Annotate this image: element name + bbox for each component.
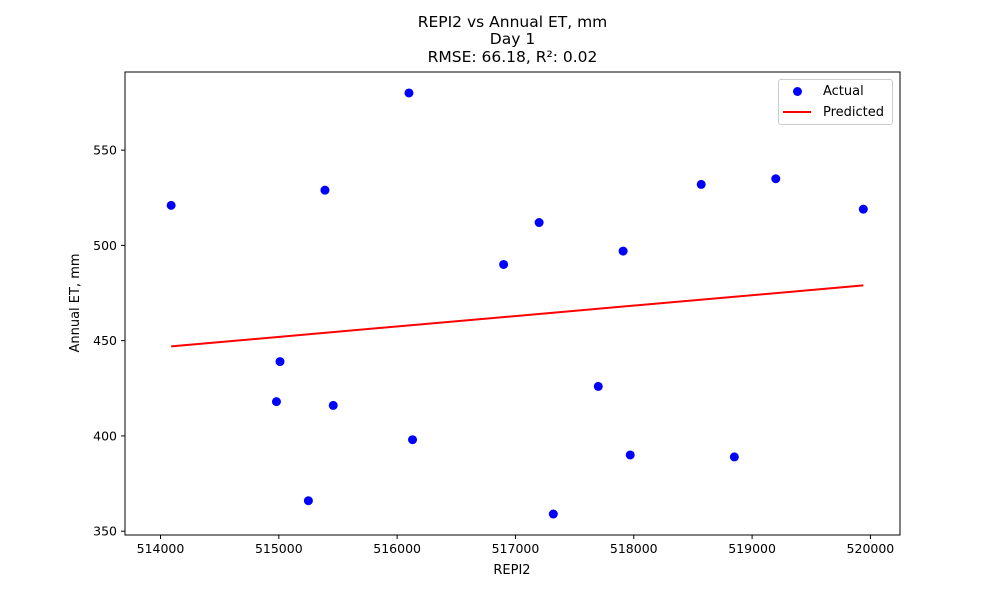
x-tick-label: 519000 [728, 541, 776, 556]
data-point [408, 435, 418, 445]
y-tick-label: 500 [93, 238, 117, 253]
y-tick-label: 550 [93, 143, 117, 158]
data-point [275, 357, 285, 367]
x-tick-label: 520000 [847, 541, 895, 556]
data-point [303, 496, 313, 506]
data-point [166, 200, 176, 210]
data-point [404, 88, 414, 98]
line-marker-icon [779, 102, 813, 122]
x-tick-label: 515000 [255, 541, 303, 556]
data-point [618, 246, 628, 256]
data-point [696, 179, 706, 189]
actual-series [166, 88, 868, 519]
data-point [729, 452, 739, 462]
x-tick-label: 518000 [610, 541, 658, 556]
data-point [328, 400, 338, 410]
chart-metrics: RMSE: 66.18, R²: 0.02 [427, 48, 598, 66]
data-point [271, 397, 281, 407]
data-point [771, 174, 781, 184]
data-point [320, 185, 330, 195]
legend-label-actual: Actual [823, 83, 864, 99]
scatter-marker-icon [779, 81, 813, 101]
y-tick-label: 350 [93, 524, 117, 539]
data-point [499, 259, 509, 269]
predicted-line [171, 284, 864, 348]
x-axis-label: REPI2 [493, 563, 530, 578]
data-point [548, 509, 558, 519]
y-axis-label: Annual ET, mm [68, 253, 83, 352]
y-tick-label: 400 [93, 428, 117, 443]
x-axis-ticks: 514000 515000 516000 517000 518000 519000 5200… [137, 535, 895, 556]
predicted-series [171, 284, 864, 348]
data-point [593, 381, 603, 391]
y-axis-ticks: 350 400 450 500 550 [93, 143, 125, 539]
legend-item-predicted: Predicted [779, 102, 884, 122]
x-tick-label: 514000 [137, 541, 185, 556]
data-point [858, 204, 868, 214]
chart-title: REPI2 vs Annual ET, mm [417, 13, 608, 31]
plot-area [124, 71, 901, 536]
x-tick-label: 516000 [373, 541, 421, 556]
chart-subtitle: Day 1 [489, 30, 536, 48]
legend-label-predicted: Predicted [823, 104, 885, 120]
legend: Actual Predicted [778, 79, 893, 125]
x-tick-label: 517000 [492, 541, 540, 556]
legend-item-actual: Actual [779, 81, 864, 101]
data-point [534, 218, 544, 228]
data-point [625, 450, 635, 460]
y-tick-label: 450 [93, 333, 117, 348]
